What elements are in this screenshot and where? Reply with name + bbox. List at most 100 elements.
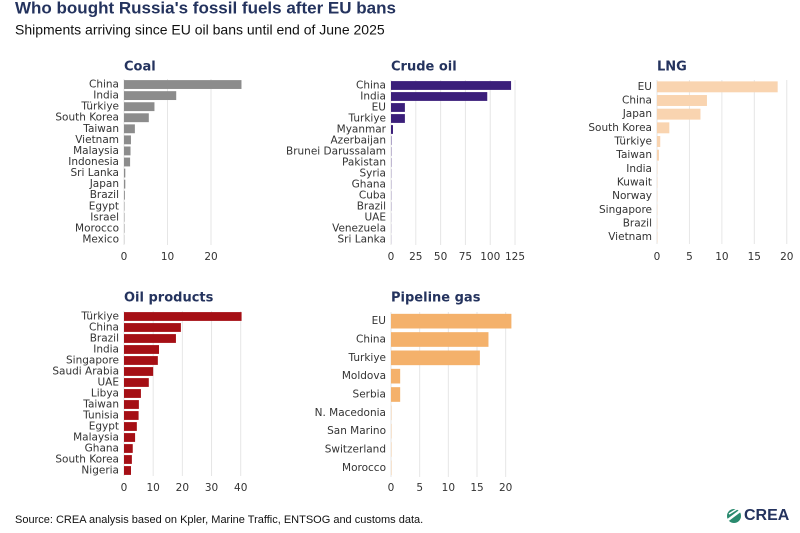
bar <box>124 146 131 156</box>
x-tick-label: 100 <box>480 251 500 263</box>
y-tick-label: India <box>93 90 119 102</box>
y-tick-label: Switzerland <box>325 444 386 456</box>
bar <box>124 113 149 123</box>
x-tick-label: 10 <box>161 251 174 263</box>
y-tick-label: India <box>93 344 119 356</box>
y-tick-label: China <box>622 95 652 107</box>
x-tick-label: 50 <box>434 251 447 263</box>
bar <box>657 95 707 106</box>
bar <box>124 433 136 442</box>
bar <box>124 135 131 145</box>
source: Source: CREA analysis based on Kpler, Ma… <box>15 514 423 526</box>
subtitle: Shipments arriving since EU oil bans unt… <box>15 22 385 38</box>
x-tick-label: 20 <box>176 482 189 494</box>
x-tick-label: 20 <box>204 251 217 263</box>
bar <box>124 466 132 475</box>
bar <box>391 92 488 101</box>
y-tick-label: Norway <box>612 190 652 202</box>
y-tick-label: EU <box>372 102 386 114</box>
y-tick-label: Mexico <box>82 233 119 245</box>
panel-title: LNG <box>657 60 687 75</box>
y-tick-label: Ghana <box>85 443 119 455</box>
y-tick-label: Türkiye <box>613 136 652 148</box>
x-tick-label: 0 <box>388 482 395 494</box>
panel-title: Coal <box>124 60 156 75</box>
bar <box>124 389 141 398</box>
bar <box>657 108 701 120</box>
x-tick-label: 15 <box>748 251 761 263</box>
bar <box>124 91 177 101</box>
bar <box>124 455 132 464</box>
y-tick-label: China <box>89 322 119 334</box>
y-tick-label: Morocco <box>75 222 119 234</box>
y-tick-label: Taiwan <box>82 399 119 411</box>
y-tick-label: Japan <box>622 108 652 120</box>
bar <box>657 149 659 161</box>
y-tick-label: Kuwait <box>617 177 652 189</box>
x-tick-label: 10 <box>715 251 728 263</box>
y-tick-label: Brazil <box>623 218 652 230</box>
panel-title: Crude oil <box>391 60 457 75</box>
bar <box>124 422 137 431</box>
x-tick-label: 125 <box>505 251 525 263</box>
y-tick-label: Azerbaijan <box>331 135 387 147</box>
bar <box>124 168 126 178</box>
x-tick-label: 30 <box>205 482 218 494</box>
bar <box>124 400 139 409</box>
bar <box>124 190 125 200</box>
y-tick-label: Syria <box>359 168 386 180</box>
bar <box>391 332 489 347</box>
y-tick-label: Vietnam <box>608 231 652 243</box>
bar <box>124 312 242 321</box>
y-tick-label: Ghana <box>352 179 386 191</box>
bar <box>391 313 512 329</box>
y-tick-label: San Marino <box>327 425 386 437</box>
y-tick-label: UAE <box>364 212 386 224</box>
y-tick-label: Japan <box>89 178 119 190</box>
y-tick-label: India <box>626 163 652 175</box>
logo-icon <box>727 508 741 523</box>
y-tick-label: N. Macedonia <box>315 407 386 419</box>
y-tick-label: Brunei Darussalam <box>286 146 386 158</box>
x-tick-label: 20 <box>780 251 793 263</box>
y-tick-label: Libya <box>91 388 119 400</box>
x-tick-label: 0 <box>388 251 395 263</box>
bar <box>391 350 480 366</box>
y-tick-label: Nigeria <box>81 465 119 477</box>
y-tick-label: China <box>89 79 119 91</box>
logo-text: CREA <box>744 507 790 524</box>
x-tick-label: 25 <box>409 251 422 263</box>
y-tick-label: EU <box>372 315 386 327</box>
y-tick-label: Tunisia <box>82 410 119 422</box>
bar <box>124 444 133 453</box>
y-tick-label: Brazil <box>90 333 119 345</box>
y-tick-label: China <box>356 80 386 92</box>
bar <box>391 103 405 112</box>
x-tick-label: 20 <box>499 482 512 494</box>
x-tick-label: 5 <box>416 482 423 494</box>
bar <box>124 157 131 167</box>
y-tick-label: South Korea <box>55 112 119 124</box>
y-tick-label: Turkiye <box>348 113 386 125</box>
bar <box>124 411 139 420</box>
x-tick-label: 40 <box>234 482 247 494</box>
y-tick-label: Turkiye <box>348 352 386 364</box>
y-tick-label: India <box>360 91 386 103</box>
y-tick-label: South Korea <box>55 454 119 466</box>
x-tick-label: 0 <box>654 251 661 263</box>
bar <box>657 81 778 93</box>
y-tick-label: Egypt <box>89 200 119 212</box>
y-tick-label: Egypt <box>89 421 119 433</box>
y-tick-label: China <box>356 334 386 346</box>
y-tick-label: Morocco <box>342 462 386 474</box>
panel-title: Pipeline gas <box>391 291 481 306</box>
y-tick-label: Taiwan <box>82 123 119 135</box>
y-tick-label: Israel <box>90 211 119 223</box>
y-tick-label: Vietnam <box>75 134 119 146</box>
bar <box>124 345 160 354</box>
bar <box>124 367 154 376</box>
bar <box>124 124 135 134</box>
y-tick-label: Sri Lanka <box>337 234 386 246</box>
y-tick-label: Serbia <box>353 389 386 401</box>
